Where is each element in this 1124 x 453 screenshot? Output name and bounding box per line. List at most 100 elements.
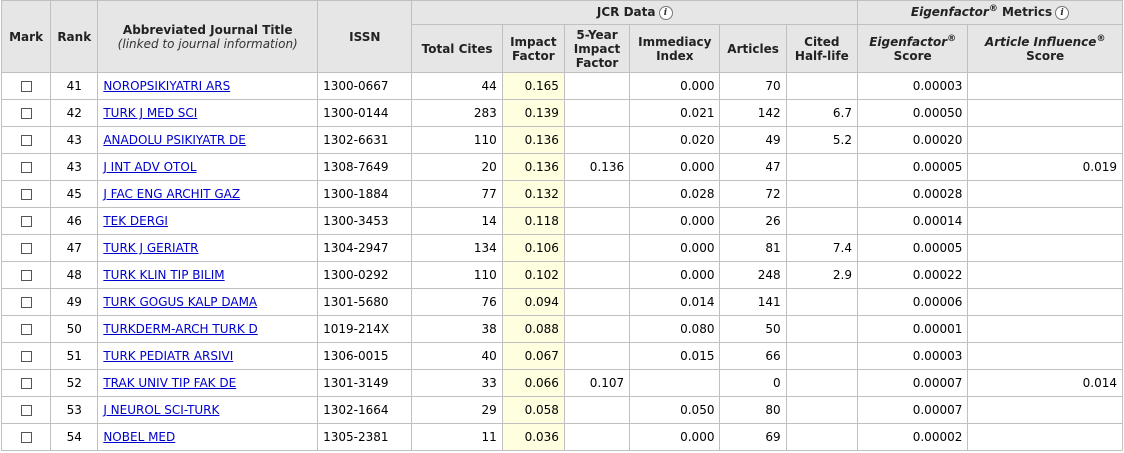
eigenfactor-score-cell: 0.00001 <box>856 315 969 343</box>
title-cell: TURK KLIN TIP BILIM <box>97 261 319 289</box>
cited-half-life-cell <box>785 369 858 397</box>
col-header-issn: ISSN <box>317 0 413 73</box>
issn-cell: 1306-0015 <box>317 342 413 370</box>
issn-cell: 1300-0144 <box>317 99 413 127</box>
journal-title-link[interactable]: TEK DERGI <box>103 214 168 228</box>
total-cites-cell: 40 <box>411 342 503 370</box>
mark-cell <box>0 153 52 181</box>
col-header-articles: Articles <box>719 24 787 73</box>
journal-title-link[interactable]: TURK KLIN TIP BILIM <box>103 268 225 282</box>
issn-cell: 1301-3149 <box>317 369 413 397</box>
journal-title-link[interactable]: TRAK UNIV TIP FAK DE <box>103 376 237 390</box>
mark-checkbox[interactable] <box>20 81 32 92</box>
col-header-mark: Mark <box>0 0 52 73</box>
mark-checkbox[interactable] <box>20 324 32 335</box>
rank-cell: 47 <box>50 234 99 262</box>
title-cell: ANADOLU PSIKIYATR DE <box>97 126 319 154</box>
journal-title-link[interactable]: J NEUROL SCI-TURK <box>103 403 220 417</box>
col-header-immediacy-index: Immediacy Index <box>629 24 721 73</box>
journal-title-link[interactable]: J FAC ENG ARCHIT GAZ <box>103 187 241 201</box>
mark-cell <box>0 315 52 343</box>
impact-factor-cell: 0.066 <box>501 369 565 397</box>
five-year-impact-cell: 0.136 <box>563 153 631 181</box>
table-row: 53 J NEUROL SCI-TURK 1302-1664 29 0.058 0.050… <box>0 396 1123 424</box>
title-cell: J NEUROL SCI-TURK <box>97 396 319 424</box>
mark-checkbox[interactable] <box>20 270 32 281</box>
title-cell: TURK GOGUS KALP DAMA <box>97 288 319 316</box>
eigenfactor-score-cell: 0.00050 <box>856 99 969 127</box>
issn-cell: 1300-3453 <box>317 207 413 235</box>
immediacy-index-cell: 0.000 <box>629 423 721 451</box>
info-icon[interactable]: i <box>1055 5 1070 20</box>
title-cell: NOROPSIKIYATRI ARS <box>97 72 319 100</box>
cited-half-life-cell <box>785 288 858 316</box>
rank-cell: 50 <box>50 315 99 343</box>
journal-title-link[interactable]: TURK J GERIATR <box>103 241 199 255</box>
mark-checkbox[interactable] <box>20 351 32 362</box>
cited-half-life-cell <box>785 396 858 424</box>
issn-cell: 1308-7649 <box>317 153 413 181</box>
journal-title-link[interactable]: ANADOLU PSIKIYATR DE <box>103 133 246 147</box>
total-cites-cell: 20 <box>411 153 503 181</box>
journal-title-link[interactable]: TURK GOGUS KALP DAMA <box>103 295 258 309</box>
eigenfactor-score-cell: 0.00003 <box>856 342 969 370</box>
table-row: 51 TURK PEDIATR ARSIVI 1306-0015 40 0.067 0.0… <box>0 342 1123 370</box>
five-year-impact-cell <box>563 99 631 127</box>
article-influence-cell <box>967 342 1123 370</box>
info-icon[interactable]: i <box>658 5 673 20</box>
mark-cell <box>0 99 52 127</box>
total-cites-cell: 76 <box>411 288 503 316</box>
eigenfactor-score-cell: 0.00022 <box>856 261 969 289</box>
table-row: 50 TURKDERM-ARCH TURK D 1019-214X 38 0.088 0.… <box>0 315 1123 343</box>
article-influence-cell <box>967 261 1123 289</box>
mark-checkbox[interactable] <box>20 297 32 308</box>
impact-factor-cell: 0.136 <box>501 153 565 181</box>
mark-checkbox[interactable] <box>20 378 32 389</box>
col-header-cited-half-life: Cited Half-life <box>785 24 858 73</box>
impact-factor-cell: 0.088 <box>501 315 565 343</box>
article-influence-cell: 0.014 <box>967 369 1123 397</box>
mark-checkbox[interactable] <box>20 135 32 146</box>
immediacy-index-cell: 0.000 <box>629 72 721 100</box>
journal-title-link[interactable]: NOBEL MED <box>103 430 176 444</box>
journal-title-link[interactable]: J INT ADV OTOL <box>103 160 197 174</box>
rank-cell: 54 <box>50 423 99 451</box>
article-influence-cell <box>967 72 1123 100</box>
mark-cell <box>0 72 52 100</box>
mark-checkbox[interactable] <box>20 162 32 173</box>
mark-checkbox[interactable] <box>20 189 32 200</box>
mark-checkbox[interactable] <box>20 216 32 227</box>
total-cites-cell: 38 <box>411 315 503 343</box>
mark-checkbox[interactable] <box>20 405 32 416</box>
journal-title-link[interactable]: NOROPSIKIYATRI ARS <box>103 79 231 93</box>
articles-cell: 141 <box>719 288 787 316</box>
eigenfactor-score-cell: 0.00006 <box>856 288 969 316</box>
title-cell: TRAK UNIV TIP FAK DE <box>97 369 319 397</box>
five-year-impact-cell <box>563 234 631 262</box>
eigenfactor-metrics-group-header: Eigenfactor® Metrics i <box>856 0 1124 25</box>
issn-cell: 1305-2381 <box>317 423 413 451</box>
journal-title-link[interactable]: TURK PEDIATR ARSIVI <box>103 349 234 363</box>
table-row: 46 TEK DERGI 1300-3453 14 0.118 0.000 26 0.0001… <box>0 207 1123 235</box>
mark-checkbox[interactable] <box>20 243 32 254</box>
mark-checkbox[interactable] <box>20 432 32 443</box>
issn-cell: 1300-1884 <box>317 180 413 208</box>
rank-cell: 52 <box>50 369 99 397</box>
mark-checkbox[interactable] <box>20 108 32 119</box>
mark-cell <box>0 342 52 370</box>
journal-title-link[interactable]: TURK J MED SCI <box>103 106 198 120</box>
articles-cell: 69 <box>719 423 787 451</box>
articles-cell: 0 <box>719 369 787 397</box>
cited-half-life-cell: 7.4 <box>785 234 858 262</box>
table-row: 47 TURK J GERIATR 1304-2947 134 0.106 0.000 81… <box>0 234 1123 262</box>
rank-cell: 48 <box>50 261 99 289</box>
journal-title-link[interactable]: TURKDERM-ARCH TURK D <box>103 322 258 336</box>
immediacy-index-cell: 0.000 <box>629 207 721 235</box>
rank-cell: 41 <box>50 72 99 100</box>
jcr-data-group-header: JCR Data i <box>411 0 858 25</box>
col-header-title-subtext: (linked to journal information) <box>117 36 298 51</box>
title-cell: TURK J GERIATR <box>97 234 319 262</box>
five-year-impact-cell <box>563 261 631 289</box>
rank-cell: 46 <box>50 207 99 235</box>
